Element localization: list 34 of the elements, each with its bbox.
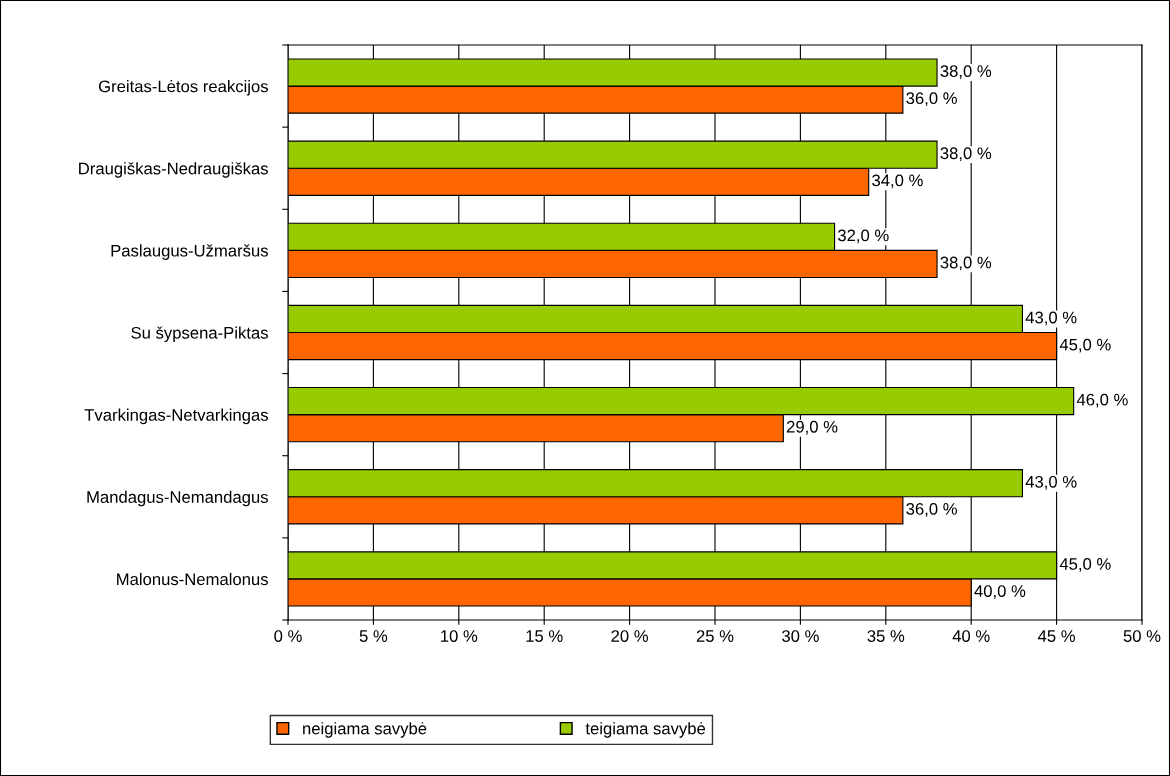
x-tick-label: 20 % <box>611 630 648 642</box>
data-label: 34,0 % <box>872 174 923 189</box>
data-label: 45,0 % <box>1059 558 1111 572</box>
x-tick-label: 25 % <box>696 630 734 642</box>
data-label: 43,0 % <box>1025 311 1077 326</box>
y-tick-label: Draugiškas-Nedraugiškas <box>79 162 268 178</box>
x-tick-label: 45 % <box>1037 630 1075 642</box>
legend-label: neigiama savybė <box>303 722 427 738</box>
x-tick-label: 0 % <box>274 630 302 642</box>
data-label: 38,0 % <box>940 256 992 271</box>
data-label: 43,0 % <box>1025 475 1077 490</box>
data-label: 46,0 % <box>1076 393 1128 408</box>
y-tick-label: Malonus-Nemalonus <box>117 572 268 586</box>
data-label: 36,0 % <box>906 503 957 517</box>
x-tick-label: 50 % <box>1123 630 1161 642</box>
data-label: 38,0 % <box>940 147 992 162</box>
y-tick-label: Paslaugus-Užmaršus <box>111 244 268 260</box>
y-tick-label: Greitas-Lėtos reakcijos <box>98 80 268 96</box>
y-tick-label: Tvarkingas-Netvarkingas <box>84 408 268 425</box>
data-label: 36,0 % <box>906 92 957 107</box>
y-tick-label: Su šypsena-Piktas <box>131 326 268 343</box>
x-tick-label: 30 % <box>782 630 819 642</box>
data-label: 32,0 % <box>837 229 889 244</box>
x-tick-label: 40 % <box>952 630 990 642</box>
data-label: 40,0 % <box>974 585 1026 599</box>
data-label: 38,0 % <box>940 65 992 79</box>
data-label: 29,0 % <box>786 420 838 435</box>
x-tick-label: 5 % <box>359 630 388 642</box>
y-tick-label: Mandagus-Nemandagus <box>87 490 268 507</box>
x-tick-label: 35 % <box>867 630 905 642</box>
legend-label: teigiama savybė <box>585 722 706 738</box>
x-tick-label: 15 % <box>526 630 563 642</box>
data-label: 45,0 % <box>1059 338 1111 353</box>
x-tick-label: 10 % <box>441 630 478 642</box>
